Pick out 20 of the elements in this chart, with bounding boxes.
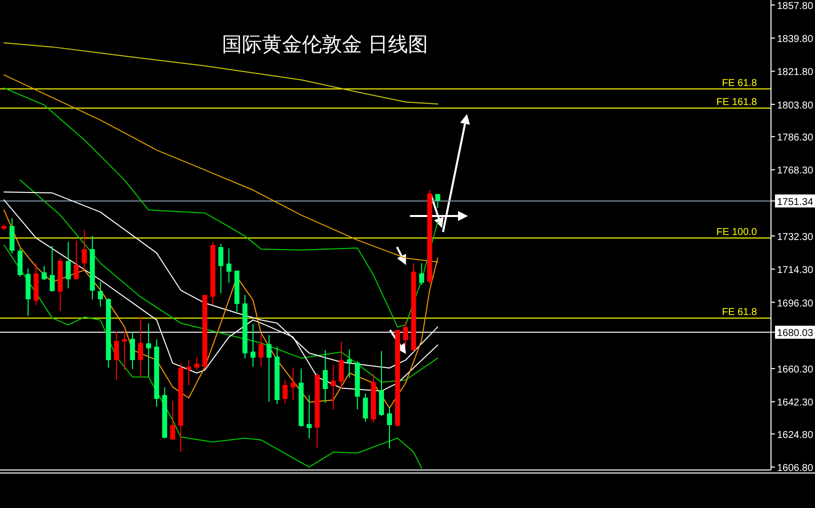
y-tick-label: 1751.34 — [777, 196, 814, 208]
y-tick-label: 1768.30 — [777, 166, 814, 177]
ref-line-label: FE 61.8 — [722, 78, 758, 89]
ref-line-label: FE 61.8 — [722, 307, 758, 318]
y-tick-label: 1714.30 — [777, 265, 814, 276]
y-tick-label: 1680.03 — [777, 328, 814, 340]
y-tick-label: 1821.80 — [777, 67, 814, 78]
y-tick-label: 1696.30 — [777, 298, 814, 310]
y-tick-label: 1803.80 — [777, 100, 814, 112]
y-tick-label: 1642.30 — [777, 398, 814, 409]
text: 国际黄金伦敦金 日线图 — [222, 32, 428, 56]
y-tick-label: 1786.30 — [777, 132, 814, 144]
y-tick-label: 1660.30 — [777, 364, 814, 376]
ref-line-label: FE 100.0 — [716, 227, 758, 238]
y-tick-label: 1857.80 — [777, 0, 814, 12]
y-tick-label: 1606.80 — [777, 463, 814, 474]
y-tick-label: 1624.80 — [777, 430, 814, 441]
y-tick-label: 1839.80 — [777, 34, 814, 46]
ref-line-label: FE 161.8 — [716, 97, 758, 108]
y-tick-label: 1732.30 — [777, 232, 814, 244]
